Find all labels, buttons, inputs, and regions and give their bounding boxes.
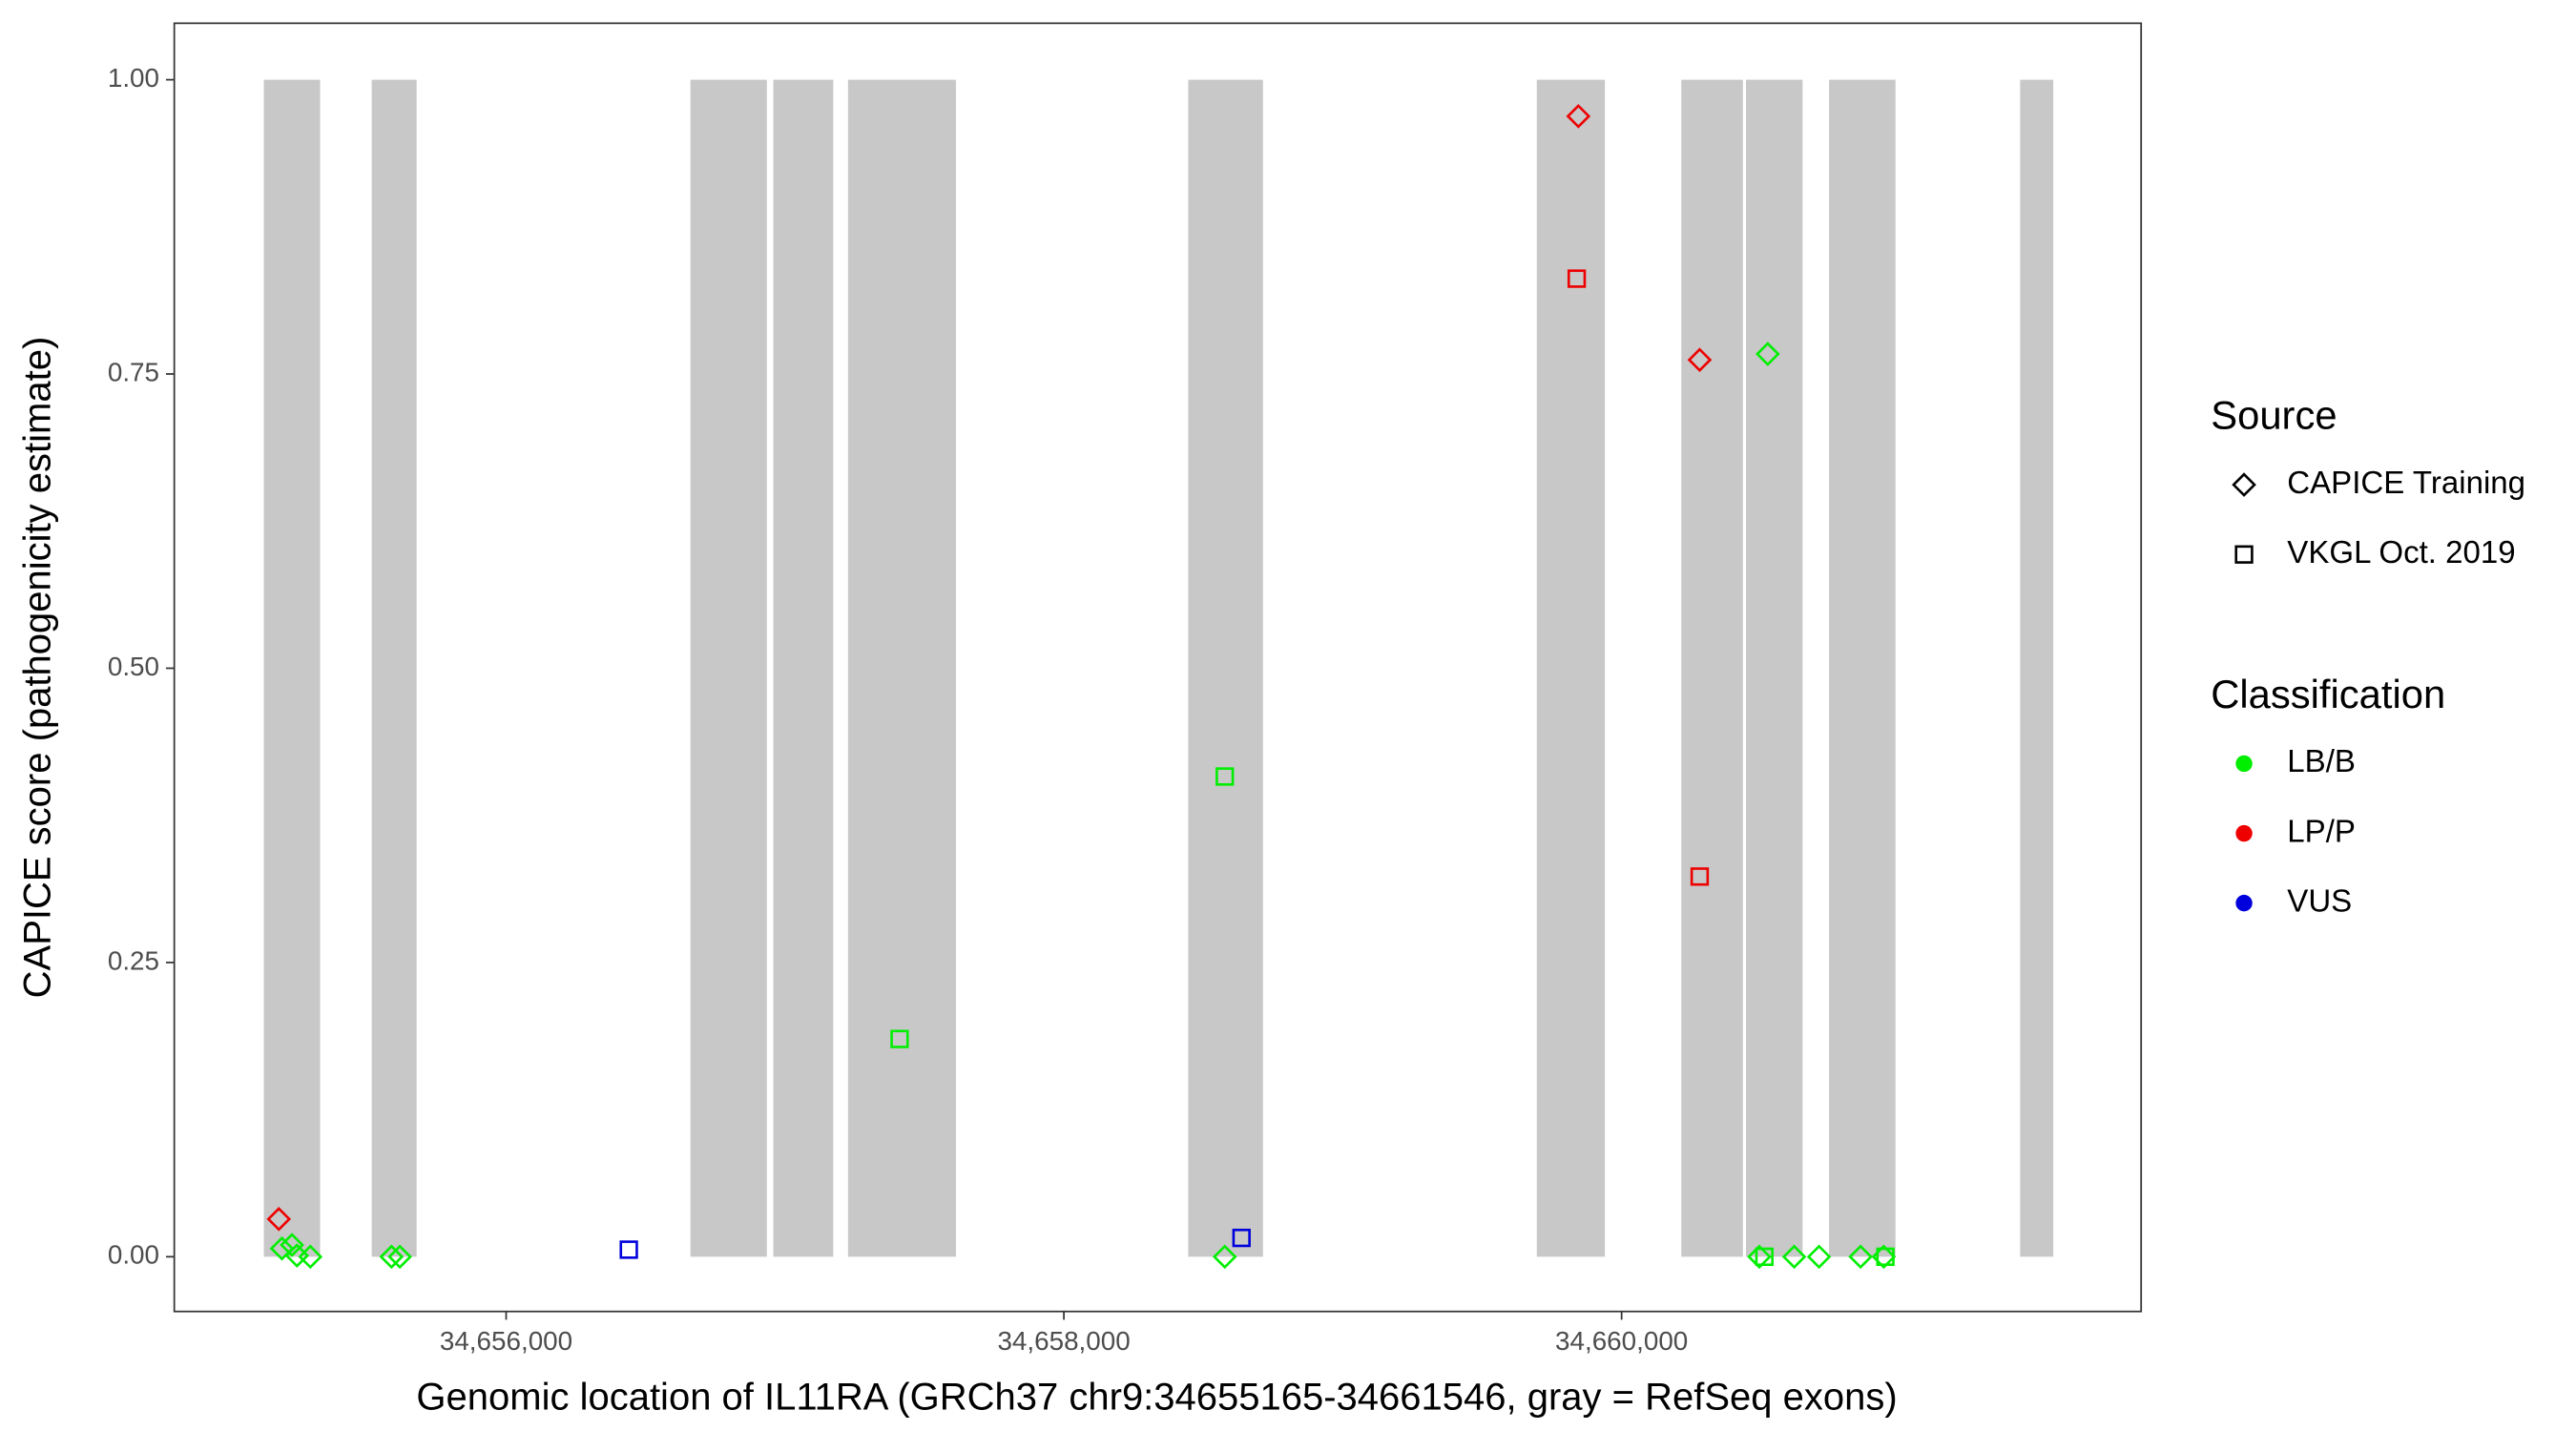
exon	[773, 79, 834, 1257]
exon	[1536, 79, 1606, 1257]
point	[1566, 104, 1591, 129]
point	[1232, 1228, 1251, 1248]
point	[890, 1029, 909, 1048]
exon	[263, 79, 321, 1257]
point	[266, 1207, 292, 1232]
x-tick-label: 34,656,000	[440, 1326, 572, 1356]
y-axis-title: CAPICE score (pathogenicity estimate)	[16, 337, 58, 999]
exon	[1829, 79, 1896, 1257]
point	[298, 1244, 323, 1270]
legend-symbol	[2235, 755, 2253, 773]
y-tick-label: 0.00	[108, 1240, 159, 1270]
y-tick-label: 0.25	[108, 945, 159, 975]
exon	[847, 79, 956, 1257]
point	[1215, 767, 1235, 786]
legend-label: LP/P	[2287, 814, 2356, 849]
legend-symbol	[2234, 545, 2254, 564]
y-tick-label: 0.50	[108, 652, 159, 681]
exon	[2020, 79, 2054, 1257]
exon	[1681, 79, 1743, 1257]
legend-title: Source	[2211, 393, 2337, 438]
legend-symbol	[2235, 894, 2253, 912]
legend-label: VUS	[2287, 883, 2352, 919]
point	[1690, 867, 1710, 886]
point	[1755, 342, 1780, 366]
y-tick-label: 0.75	[108, 357, 159, 386]
point	[1747, 1244, 1772, 1270]
point	[280, 1233, 304, 1257]
legend-symbol	[2235, 824, 2253, 842]
point	[619, 1240, 638, 1259]
point	[1212, 1244, 1237, 1270]
point	[1567, 269, 1587, 288]
y-tick-label: 1.00	[108, 63, 159, 93]
point	[1687, 347, 1713, 373]
legend-label: LB/B	[2287, 744, 2356, 779]
point	[1848, 1244, 1873, 1270]
legend-symbol	[2232, 472, 2256, 497]
x-axis-title: Genomic location of IL11RA (GRCh37 chr9:…	[416, 1376, 1897, 1418]
point	[269, 1235, 295, 1261]
plot-border	[173, 22, 2143, 1313]
exon	[1188, 79, 1263, 1257]
point	[1781, 1244, 1807, 1270]
point	[1876, 1247, 1895, 1266]
exon	[1746, 79, 1803, 1257]
point	[387, 1244, 412, 1270]
point	[379, 1244, 405, 1270]
x-tick-label: 34,660,000	[1555, 1326, 1688, 1356]
exon	[690, 79, 767, 1257]
legend-label: VKGL Oct. 2019	[2287, 535, 2515, 570]
exon	[371, 79, 417, 1257]
legend-label: CAPICE Training	[2287, 466, 2525, 501]
point	[1755, 1247, 1774, 1266]
x-tick-label: 34,658,000	[997, 1326, 1130, 1356]
point	[1806, 1244, 1832, 1270]
legend-title: Classification	[2211, 672, 2445, 716]
